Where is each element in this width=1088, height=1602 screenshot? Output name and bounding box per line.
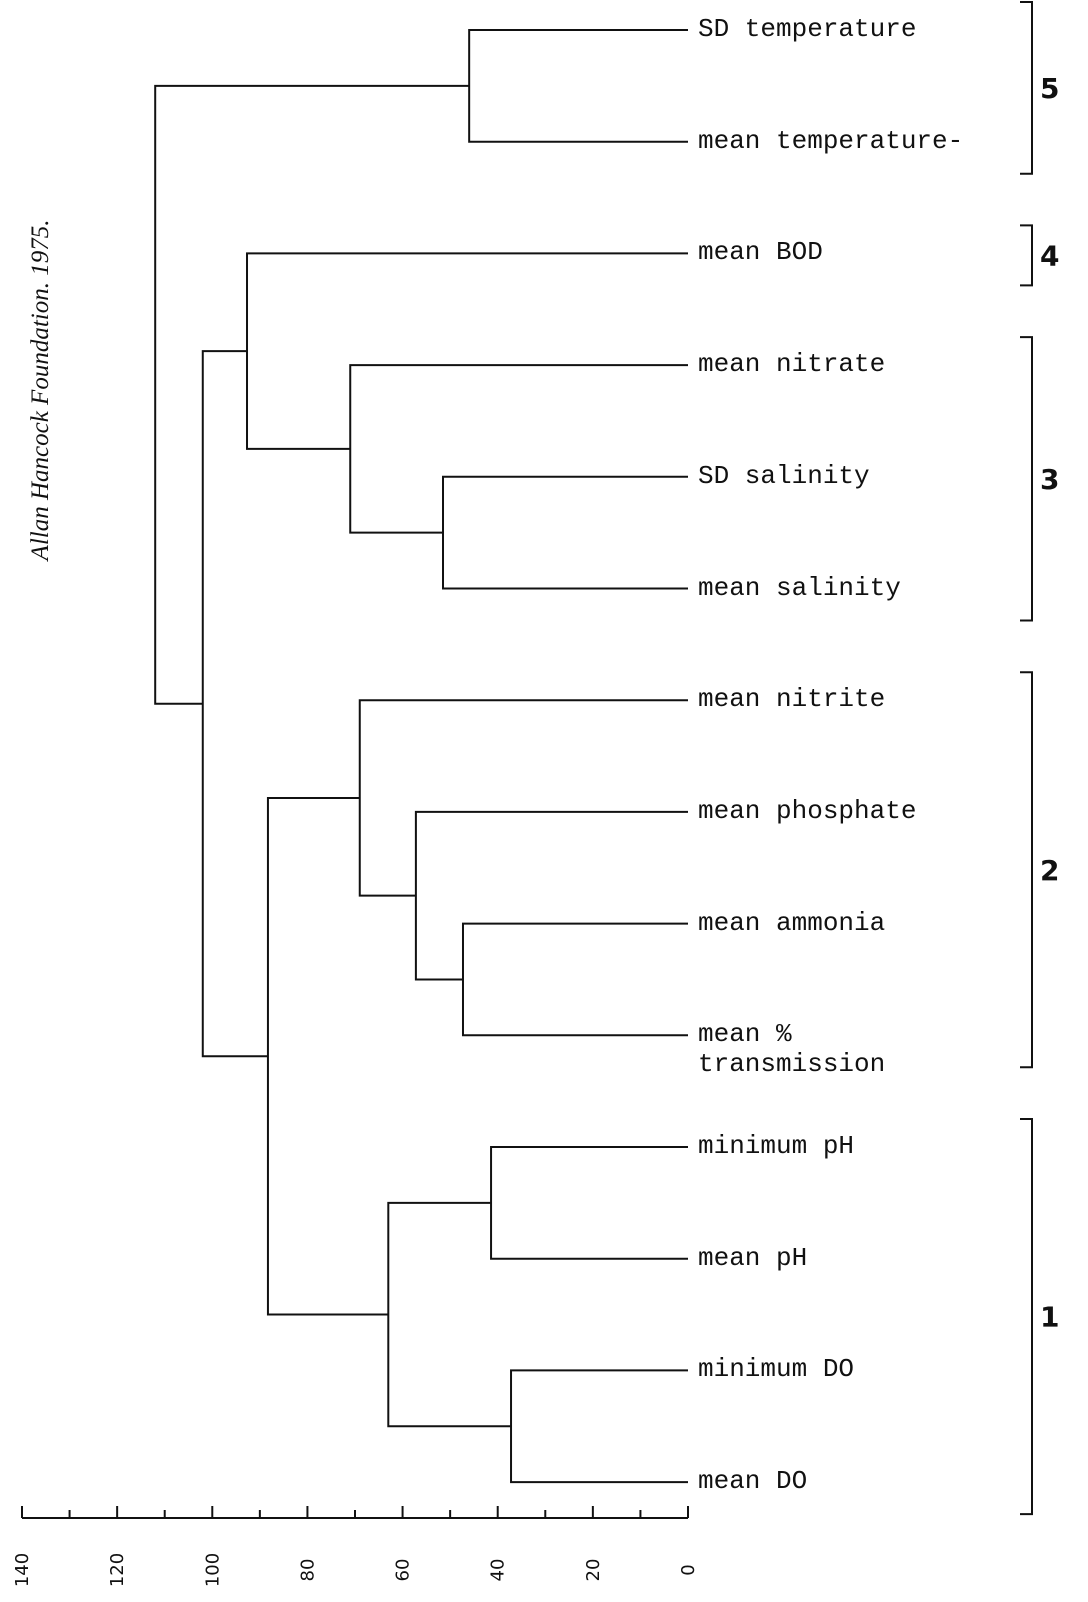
leaf-label: mean BOD	[698, 237, 823, 268]
dendrogram-link	[387, 1201, 512, 1428]
cluster-bracket	[1020, 1118, 1033, 1516]
dendrogram-link	[154, 84, 470, 705]
leaf-label: mean nitrate	[698, 349, 886, 380]
dendrogram-link	[246, 252, 688, 450]
dendrogram-link	[490, 1146, 688, 1260]
leaf-label: SD salinity	[698, 460, 870, 491]
cluster-label: 4	[1040, 239, 1059, 272]
dendrogram-link	[468, 29, 688, 143]
dendrogram-link	[442, 475, 688, 590]
x-tick-label: 80	[297, 1559, 318, 1582]
cluster-bracket	[1020, 224, 1033, 287]
dendrogram-link	[510, 1369, 688, 1484]
cluster-bracket	[1020, 1, 1033, 175]
leaf-label: mean temperature-	[698, 125, 964, 156]
dendrogram-link	[461, 922, 688, 1037]
annotation: Allan Hancock Foundation. 1975.	[27, 220, 54, 563]
leaf-label: mean DO	[698, 1466, 808, 1497]
x-tick-label: 0	[678, 1564, 699, 1575]
dendrogram-link	[414, 810, 688, 981]
leaf-label: mean phosphate	[698, 795, 917, 826]
x-tick-label: 40	[488, 1559, 509, 1582]
leaf-label: SD temperature	[698, 14, 917, 44]
leaf-label: mean pH	[698, 1242, 808, 1273]
leaf-label: mean % transmission	[698, 1019, 886, 1080]
dendrogram-link	[358, 699, 688, 897]
cluster-label: 3	[1040, 463, 1059, 496]
cluster-label: 1	[1040, 1301, 1059, 1334]
leaf-label: mean salinity	[698, 572, 901, 603]
x-tick-label: 20	[583, 1559, 604, 1582]
dendrogram-link	[266, 796, 389, 1316]
leaf-label: minimum pH	[698, 1131, 855, 1161]
cluster-bracket	[1020, 336, 1033, 622]
leaf-label: mean ammonia	[698, 907, 886, 938]
x-tick-label: 100	[202, 1553, 223, 1587]
dendrogram-link	[201, 350, 268, 1058]
dendrogram-link	[349, 364, 688, 534]
leaf-label: minimum DO	[698, 1354, 855, 1385]
leaf-label: mean nitrite	[698, 684, 886, 715]
cluster-label: 5	[1040, 72, 1059, 105]
x-tick-label: 60	[393, 1559, 414, 1582]
cluster-bracket	[1020, 671, 1033, 1069]
x-tick-label: 120	[107, 1553, 128, 1587]
x-tick-label: 140	[12, 1553, 33, 1587]
cluster-label: 2	[1040, 854, 1059, 887]
